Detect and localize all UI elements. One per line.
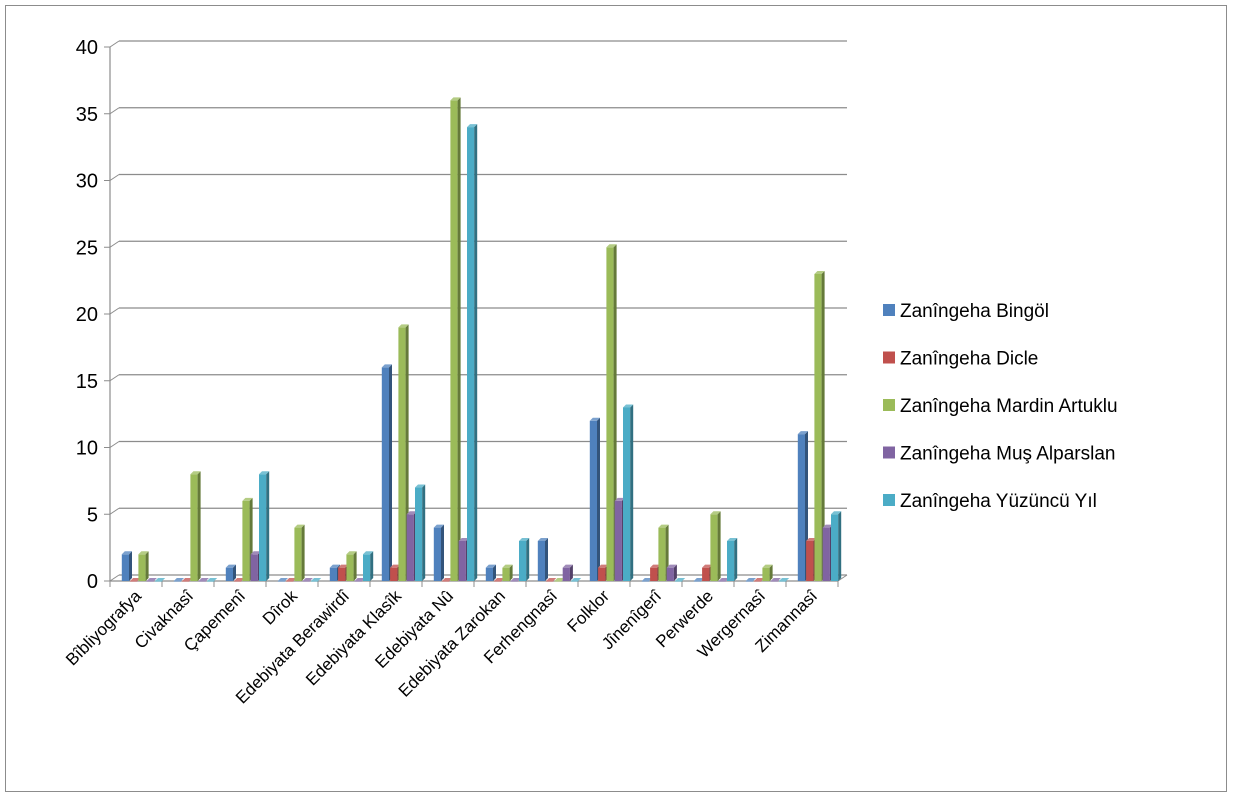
bar — [754, 578, 765, 582]
gridline-depth — [109, 374, 120, 382]
gridlines — [109, 40, 847, 582]
bar — [641, 578, 652, 582]
gridline-depth — [109, 240, 120, 248]
x-axis-corner — [837, 574, 848, 582]
y-tick-label: 0 — [87, 571, 98, 593]
bar — [363, 551, 374, 581]
bar — [121, 551, 132, 581]
y-tick-label: 15 — [76, 371, 98, 393]
bar — [623, 404, 634, 581]
bar — [762, 564, 773, 581]
y-tick-label: 5 — [87, 504, 98, 526]
gridline-depth — [109, 574, 120, 582]
chart-frame: 0 5 10 15 20 25 30 35 40 Bîbliyografya Civaknasî Ça… — [5, 5, 1227, 792]
legend-label: Zanîngeha Yüzüncü Yıl — [900, 491, 1097, 512]
bar — [494, 578, 505, 582]
legend-label: Zanîngeha Muş Alparslan — [900, 444, 1115, 465]
bar — [294, 524, 305, 581]
gridline-depth — [109, 441, 120, 448]
bar — [225, 564, 236, 581]
category-label: Folklor — [564, 586, 614, 636]
bar — [198, 578, 209, 582]
bar — [727, 537, 738, 581]
bar — [346, 551, 357, 581]
bar — [381, 364, 392, 581]
bar — [155, 578, 166, 582]
legend-swatch — [883, 494, 895, 506]
y-tick-label: 40 — [76, 37, 98, 59]
legend-item: Zanîngeha Dicle — [883, 349, 1038, 370]
bar — [562, 564, 573, 581]
gridline-depth — [109, 40, 120, 48]
legend-label: Zanîngeha Dicle — [900, 349, 1038, 370]
gridline-depth — [109, 107, 120, 115]
bar — [718, 578, 729, 582]
bar — [234, 578, 245, 582]
bar — [571, 578, 582, 582]
legend-label: Zanîngeha Mardin Artuklu — [900, 396, 1118, 417]
bar — [814, 270, 825, 581]
bar — [138, 551, 149, 581]
axis-labels: 0510152025303540BîbliyografyaCivaknasîÇa… — [62, 37, 822, 707]
bar — [311, 578, 322, 582]
category-label: Bîbliyografya — [62, 586, 145, 669]
bar — [831, 511, 842, 581]
bar — [259, 471, 270, 581]
bar — [779, 578, 790, 582]
bar — [606, 244, 617, 581]
bar — [502, 564, 513, 581]
legend-item: Zanîngeha Muş Alparslan — [883, 444, 1115, 465]
bar — [554, 578, 565, 582]
bar — [467, 124, 478, 581]
y-tick-label: 25 — [76, 237, 98, 259]
bar — [286, 578, 297, 582]
category-label: Edebiyata Klasîk — [302, 586, 405, 689]
legend-swatch — [883, 351, 895, 364]
legend-swatch — [883, 399, 895, 411]
bar — [675, 578, 686, 582]
bar — [173, 578, 184, 582]
gridline-depth — [109, 307, 120, 315]
bar — [190, 471, 201, 581]
bar — [770, 578, 781, 582]
bar — [589, 417, 600, 581]
bar — [354, 578, 365, 582]
y-tick-label: 35 — [76, 104, 98, 126]
y-tick-label: 10 — [76, 438, 98, 460]
bar-chart: 0510152025303540BîbliyografyaCivaknasîÇa… — [62, 37, 1118, 707]
bar — [537, 537, 548, 581]
bar — [207, 578, 218, 582]
gridline-depth — [109, 174, 120, 181]
bar — [710, 511, 721, 581]
y-tick-label: 30 — [76, 171, 98, 193]
bar — [693, 578, 704, 582]
legend-label: Zanîngeha Bingöl — [900, 301, 1049, 322]
legend-item: Zanîngeha Mardin Artuklu — [883, 396, 1118, 417]
gridline-depth — [109, 507, 120, 515]
bar — [510, 578, 521, 582]
bar — [546, 578, 557, 582]
bar — [146, 578, 157, 582]
bar — [415, 484, 426, 581]
bar — [277, 578, 288, 582]
legend-item: Zanîngeha Bingöl — [883, 301, 1049, 322]
bar — [433, 524, 444, 581]
legend-item: Zanîngeha Yüzüncü Yıl — [883, 491, 1097, 512]
bar — [302, 578, 313, 582]
bars — [121, 97, 842, 582]
bar — [519, 537, 530, 581]
bar — [442, 578, 453, 582]
bar — [666, 564, 677, 581]
y-tick-label: 20 — [76, 304, 98, 326]
bar — [450, 97, 461, 582]
category-label: Dîrok — [259, 586, 302, 629]
legend: Zanîngeha Bingöl Zanîngeha Dicle Zanîngeha… — [883, 301, 1118, 512]
bar — [182, 578, 193, 582]
bar — [130, 578, 141, 582]
legend-swatch — [883, 446, 895, 459]
bar — [745, 578, 756, 582]
bar — [485, 564, 496, 581]
legend-swatch — [883, 304, 895, 316]
